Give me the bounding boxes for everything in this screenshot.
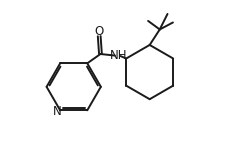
Text: N: N (52, 105, 61, 117)
Text: O: O (95, 25, 104, 38)
Text: NH: NH (110, 49, 127, 62)
